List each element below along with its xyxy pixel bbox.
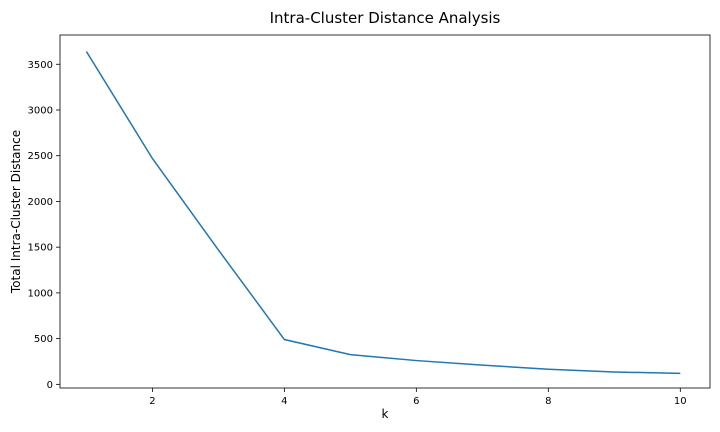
- y-tick-label: 2500: [28, 151, 53, 162]
- series-line-0: [85, 51, 681, 375]
- x-tick-label: 10: [674, 396, 687, 407]
- chart-title: Intra-Cluster Distance Analysis: [270, 9, 501, 27]
- y-tick-label: 2000: [28, 197, 53, 208]
- y-tick-label: 500: [34, 334, 53, 345]
- y-tick-label: 3000: [28, 105, 53, 116]
- x-axis-label: k: [382, 407, 389, 421]
- x-axis: 2 4 6 8 10: [149, 388, 687, 407]
- x-tick-label: 2: [149, 396, 155, 407]
- y-axis: 0 500 1000 1500 2000 2500 3000 3500: [28, 60, 60, 391]
- y-tick-label: 0: [47, 380, 53, 391]
- series-group: [85, 51, 681, 375]
- plot-area: [59, 34, 711, 389]
- y-tick-label: 3500: [28, 60, 53, 71]
- x-tick-label: 8: [545, 396, 551, 407]
- x-tick-label: 4: [281, 396, 287, 407]
- y-tick-label: 1500: [28, 243, 53, 254]
- y-axis-label: Total Intra-Cluster Distance: [9, 130, 23, 294]
- y-tick-label: 1000: [28, 288, 53, 299]
- x-tick-label: 6: [413, 396, 419, 407]
